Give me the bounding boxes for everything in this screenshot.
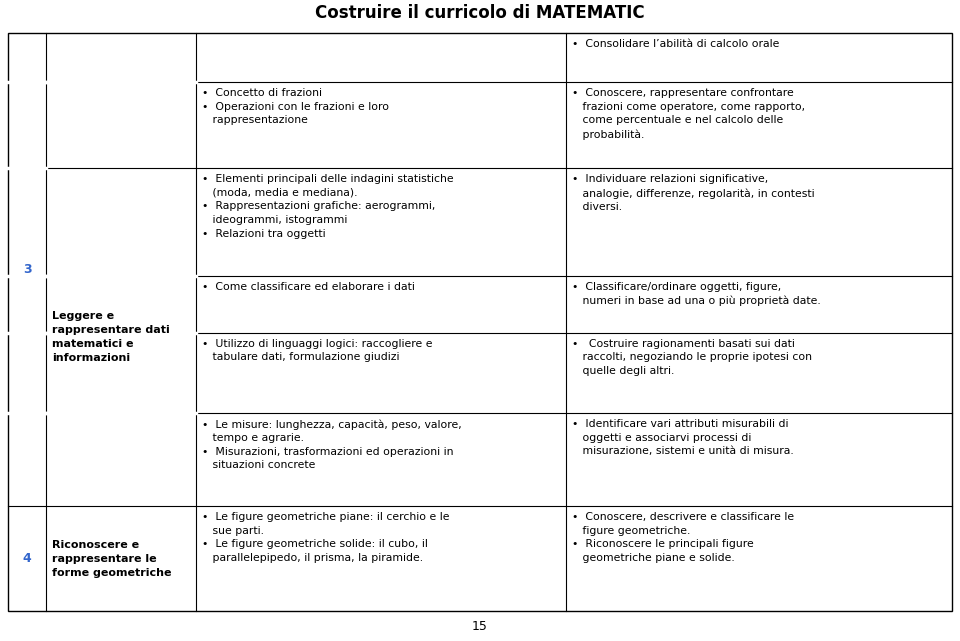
Text: •  Le figure geometriche piane: il cerchio e le
   sue parti.
•  Le figure geome: • Le figure geometriche piane: il cerchi… — [202, 512, 449, 563]
Text: •  Classificare/ordinare oggetti, figure,
   numeri in base ad una o più proprie: • Classificare/ordinare oggetti, figure,… — [572, 282, 821, 306]
Text: •  Individuare relazioni significative,
   analogie, differenze, regolarità, in : • Individuare relazioni significative, a… — [572, 174, 815, 212]
Text: •  Identificare vari attributi misurabili di
   oggetti e associarvi processi di: • Identificare vari attributi misurabili… — [572, 419, 794, 456]
Text: •  Conoscere, descrivere e classificare le
   figure geometriche.
•  Riconoscere: • Conoscere, descrivere e classificare l… — [572, 512, 794, 563]
Text: •  Le misure: lunghezza, capacità, peso, valore,
   tempo e agrarie.
•  Misurazi: • Le misure: lunghezza, capacità, peso, … — [202, 419, 462, 470]
Text: Leggere e
rappresentare dati
matematici e
informazioni: Leggere e rappresentare dati matematici … — [52, 311, 170, 363]
Text: Riconoscere e
rappresentare le
forme geometriche: Riconoscere e rappresentare le forme geo… — [52, 540, 172, 578]
Text: •  Concetto di frazioni
•  Operazioni con le frazioni e loro
   rappresentazione: • Concetto di frazioni • Operazioni con … — [202, 88, 389, 125]
Text: 4: 4 — [23, 552, 32, 565]
Text: •  Consolidare l’abilità di calcolo orale: • Consolidare l’abilità di calcolo orale — [572, 39, 780, 49]
Text: 3: 3 — [23, 263, 32, 276]
Text: •  Utilizzo di linguaggi logici: raccogliere e
   tabulare dati, formulazione gi: • Utilizzo di linguaggi logici: raccogli… — [202, 339, 433, 362]
Text: 15: 15 — [472, 619, 488, 633]
Text: •  Come classificare ed elaborare i dati: • Come classificare ed elaborare i dati — [202, 282, 415, 292]
Text: •   Costruire ragionamenti basati sui dati
   raccolti, negoziando le proprie ip: • Costruire ragionamenti basati sui dati… — [572, 339, 812, 376]
Text: •  Elementi principali delle indagini statistiche
   (moda, media e mediana).
• : • Elementi principali delle indagini sta… — [202, 174, 454, 238]
Text: •  Conoscere, rappresentare confrontare
   frazioni come operatore, come rapport: • Conoscere, rappresentare confrontare f… — [572, 88, 805, 140]
Text: Costruire il curricolo di MATEMATIC: Costruire il curricolo di MATEMATIC — [315, 4, 645, 22]
